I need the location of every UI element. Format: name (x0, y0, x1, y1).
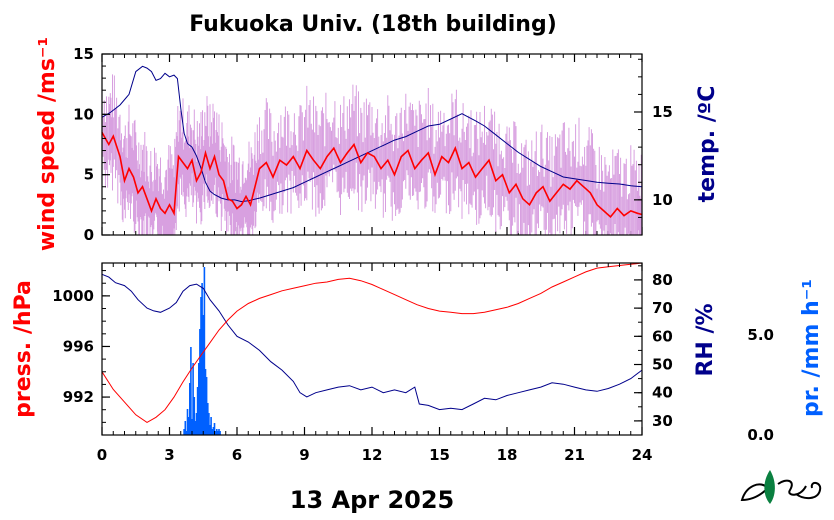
pressure-line (101, 262, 643, 423)
rh-tick-label: 50 (652, 356, 673, 374)
wind-tick-label: 5 (84, 166, 94, 184)
bottom-panel: 992 996 1000 30 40 50 60 70 80 0 3 6 9 12 15 18 21 24 0… (11, 262, 824, 464)
precip-tick-label: 5.0 (747, 326, 774, 344)
bottom-panel-frame (101, 262, 643, 436)
temp-tick-label: 15 (652, 103, 673, 121)
rh-axis: 30 40 50 60 70 80 (634, 265, 673, 430)
top-panel-frame (101, 53, 643, 236)
temperature-axis: 10 15 (634, 58, 673, 218)
logo-letters (777, 479, 822, 500)
top-series (101, 65, 643, 235)
precip-tick-label: 0.0 (747, 426, 774, 444)
institution-logo (740, 470, 822, 504)
time-tick-label: 21 (564, 446, 585, 464)
precip-axis: 0.0 5.0 (747, 326, 774, 444)
logo-leaf-icon (764, 470, 775, 504)
precip-axis-label: pr. /mm h⁻¹ (799, 279, 824, 417)
wind-tick-label: 0 (84, 226, 94, 244)
rh-tick-label: 60 (652, 327, 673, 345)
pressure-axis-label: press. /hPa (11, 280, 36, 418)
wind-speed-line (101, 132, 643, 219)
chart-title: Fukuoka Univ. (18th building) (189, 12, 557, 37)
time-tick-label: 18 (497, 446, 518, 464)
wind-tick-label: 10 (73, 105, 94, 123)
pressure-tick-label: 992 (63, 388, 94, 406)
temperature-axis-label: temp. /ºC (695, 86, 720, 203)
rh-tick-label: 80 (652, 271, 673, 289)
top-panel: 0 5 10 15 10 15 wind speed /ms⁻¹ temp. /ºC (35, 37, 720, 251)
pressure-tick-label: 996 (63, 337, 94, 355)
top-minor-ticks (101, 54, 643, 235)
temperature-line (101, 65, 643, 203)
time-tick-label: 0 (97, 446, 107, 464)
time-axis: 0 3 6 9 12 15 18 21 24 (97, 263, 653, 464)
time-tick-label: 12 (362, 446, 383, 464)
time-tick-label: 3 (164, 446, 174, 464)
date-label: 13 Apr 2025 (290, 486, 455, 514)
time-tick-label: 9 (299, 446, 309, 464)
bottom-series (101, 262, 643, 435)
rh-axis-label: RH /% (693, 303, 718, 376)
rh-tick-label: 40 (652, 384, 673, 402)
wind-tick-label: 15 (73, 45, 94, 63)
time-tick-label: 6 (232, 446, 242, 464)
rh-tick-label: 30 (652, 412, 673, 430)
time-tick-label: 15 (429, 446, 450, 464)
pressure-axis: 992 996 1000 (52, 270, 110, 423)
time-tick-label: 24 (632, 446, 653, 464)
wind-speed-axis-label: wind speed /ms⁻¹ (35, 37, 60, 251)
rh-line (101, 273, 643, 411)
logo-swoosh (740, 483, 770, 502)
temp-tick-label: 10 (652, 191, 673, 209)
rh-tick-label: 70 (652, 299, 673, 317)
wind-speed-axis: 0 5 10 15 (73, 45, 110, 244)
pressure-tick-label: 1000 (52, 287, 94, 305)
